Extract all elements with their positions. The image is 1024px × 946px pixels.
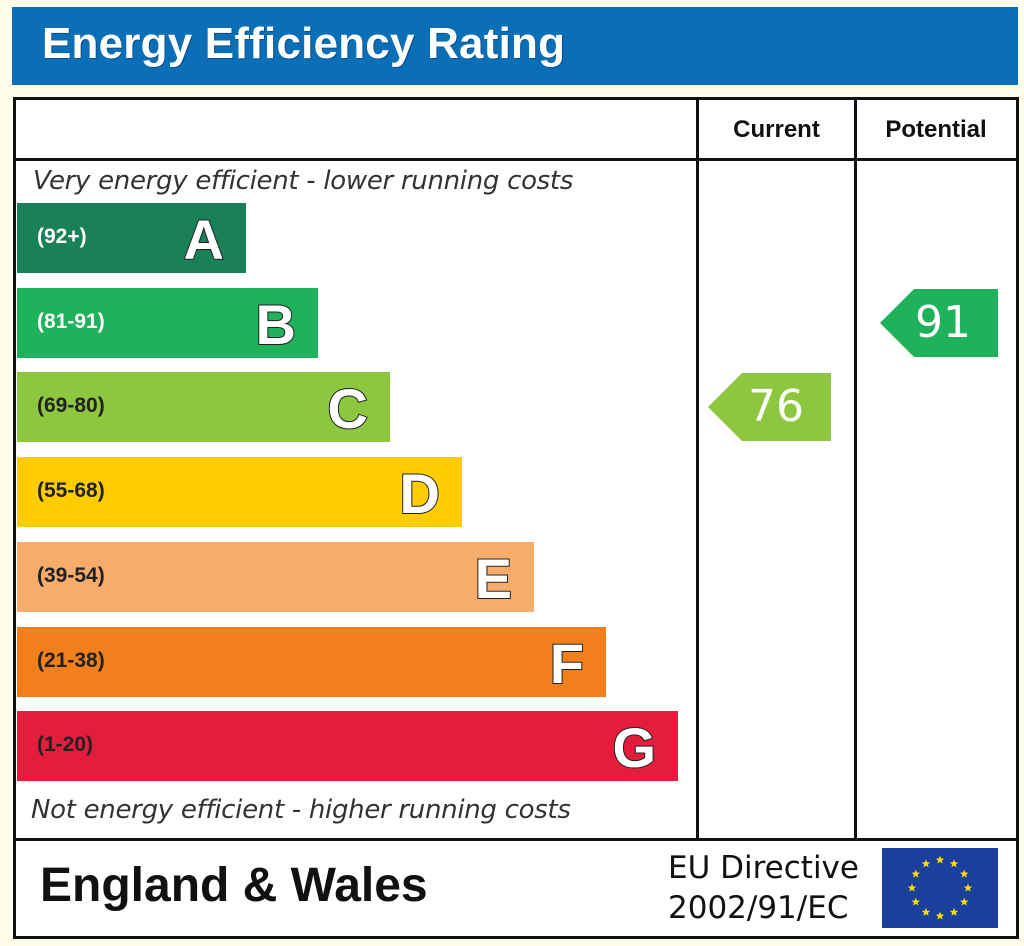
band-range-label: (39-54) <box>37 564 105 587</box>
band-b: (81-91) B <box>17 288 318 358</box>
eu-directive-line1: EU Directive <box>668 850 859 886</box>
eu-directive: EU Directive 2002/91/EC <box>668 848 868 928</box>
top-caption: Very energy efficient - lower running co… <box>33 166 574 196</box>
potential-column-header: Potential <box>885 116 987 143</box>
star-icon <box>959 897 969 906</box>
band-letter: E <box>474 546 513 611</box>
band-a: (92+) A <box>17 203 246 273</box>
region-label: England & Wales <box>40 859 428 912</box>
star-icon <box>935 911 945 920</box>
band-d: (55-68) D <box>17 457 462 527</box>
band-letter: G <box>611 715 657 780</box>
eu-stars <box>907 855 973 920</box>
band-range-label: (81-91) <box>37 310 105 333</box>
band-c: (69-80) C <box>17 372 390 442</box>
current-column-divider <box>696 97 699 841</box>
band-f: (21-38) F <box>17 627 606 697</box>
band-letter: B <box>255 292 297 357</box>
star-icon <box>959 869 969 878</box>
star-icon <box>949 907 959 916</box>
band-range-label: (92+) <box>37 225 87 248</box>
band-range-label: (21-38) <box>37 649 105 672</box>
potential-rating-value: 91 <box>915 297 971 348</box>
band-range-label: (1-20) <box>37 733 94 756</box>
band-letter: D <box>399 461 441 526</box>
star-icon <box>935 855 945 864</box>
footer-divider <box>13 838 1019 841</box>
star-icon <box>963 883 973 892</box>
band-range-label: (69-80) <box>37 394 105 417</box>
potential-rating-arrow: 91 <box>880 289 998 357</box>
star-icon <box>921 859 931 868</box>
band-range-label: (55-68) <box>37 479 105 502</box>
star-icon <box>921 907 931 916</box>
band-g: (1-20) G <box>17 711 678 781</box>
band-letter: A <box>183 207 225 272</box>
potential-column-divider <box>854 97 857 841</box>
chart-title: Energy Efficiency Rating <box>42 19 566 68</box>
band-letter: F <box>549 631 585 696</box>
current-rating-value: 76 <box>748 381 804 432</box>
band-e: (39-54) E <box>17 542 534 612</box>
star-icon <box>907 883 917 892</box>
header-divider <box>13 158 1019 161</box>
eu-directive-line2: 2002/91/EC <box>668 890 849 926</box>
potential-arrow-shape <box>880 289 998 357</box>
star-icon <box>911 897 921 906</box>
star-icon <box>949 859 959 868</box>
title-bar: Energy Efficiency Rating <box>12 7 1018 85</box>
current-arrow-shape <box>708 373 831 441</box>
eu-flag-icon <box>882 848 998 928</box>
bottom-caption: Not energy efficient - higher running co… <box>31 795 571 825</box>
current-column-header: Current <box>733 116 820 143</box>
star-icon <box>911 869 921 878</box>
current-rating-arrow: 76 <box>708 373 831 441</box>
band-letter: C <box>327 376 369 441</box>
